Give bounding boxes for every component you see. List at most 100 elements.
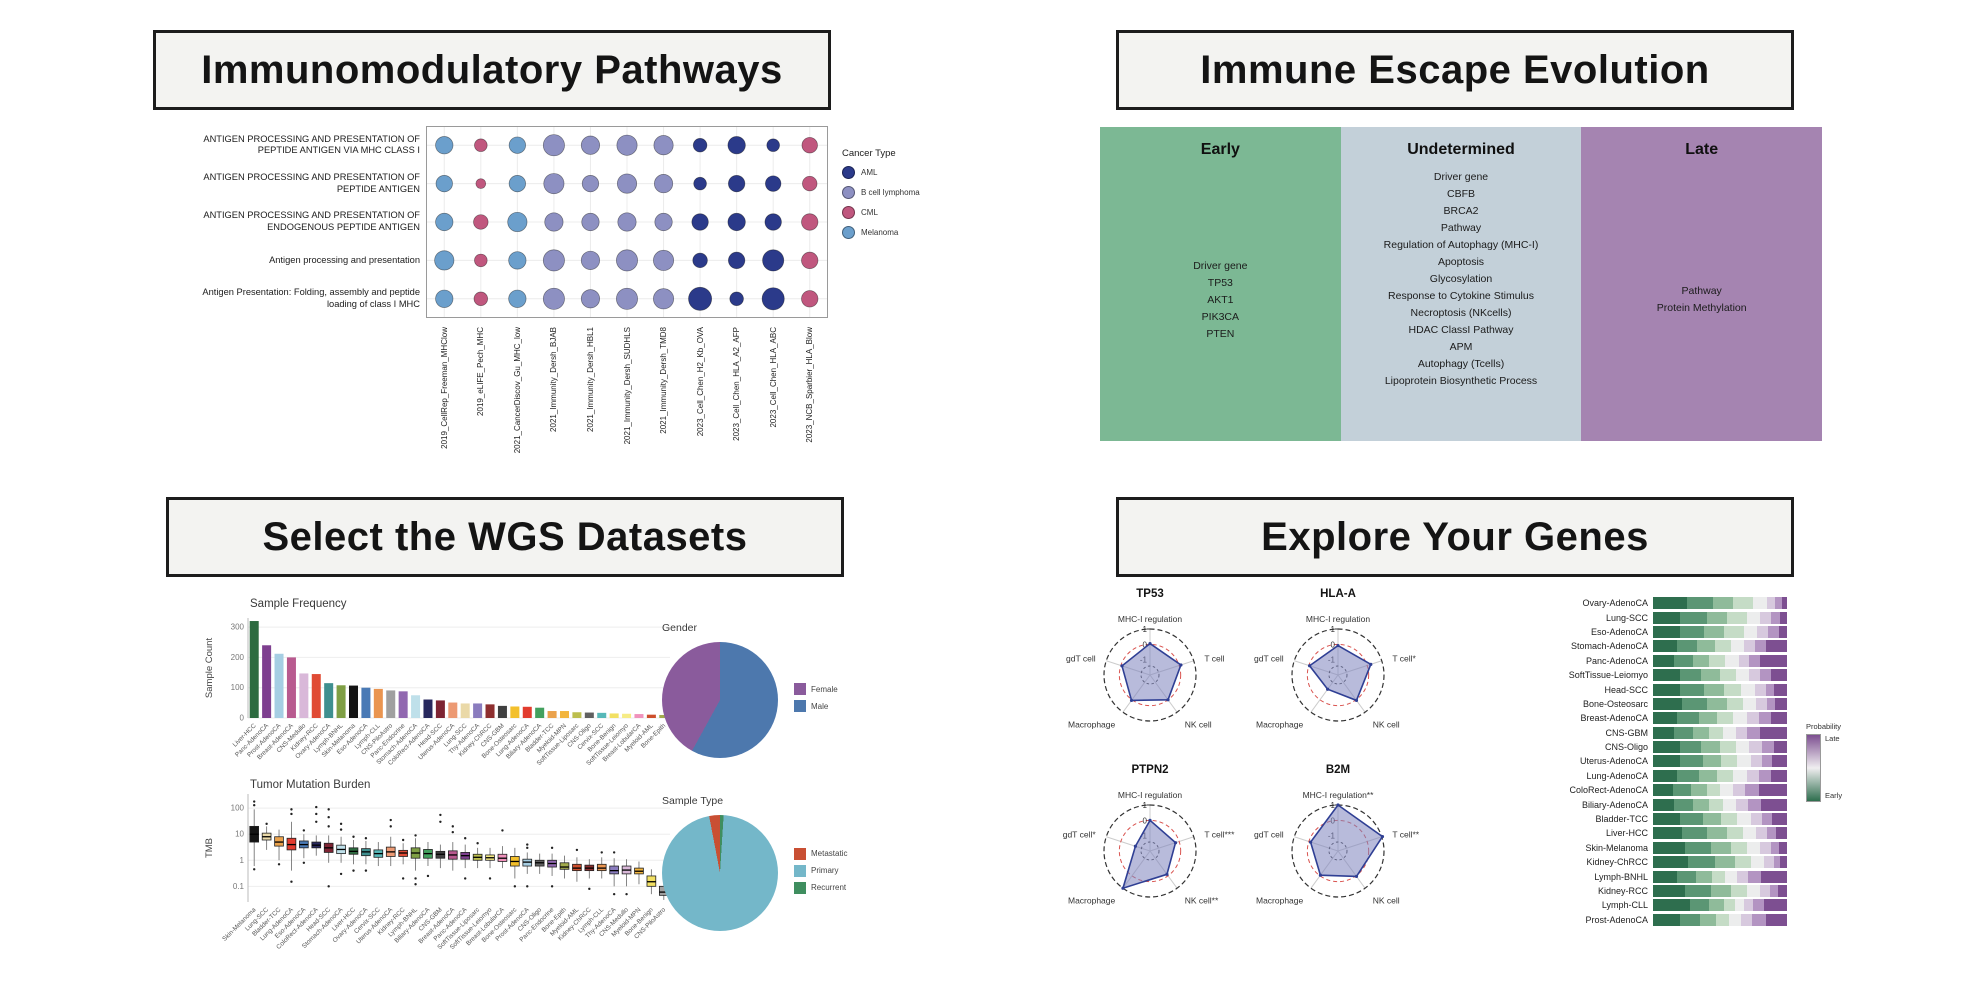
outlier-dot bbox=[265, 822, 268, 826]
dot bbox=[508, 289, 527, 308]
dotplot-col-label-cell: 2019_eLIFE_Pech_MHC bbox=[463, 323, 500, 475]
stacked-row-bar bbox=[1653, 827, 1787, 840]
escape-column-early: Early Driver gene TP53 AKT1 PIK3CA PTEN bbox=[1100, 127, 1341, 441]
escape-list-item: PTEN bbox=[1206, 327, 1235, 340]
legend-item: AML bbox=[842, 166, 972, 179]
outlier-dot bbox=[476, 842, 479, 845]
stacked-row-label: Lymph-CLL bbox=[1601, 900, 1648, 911]
y-tick-label: 1 bbox=[240, 856, 245, 865]
stacked-row: Ovary-AdenoCA bbox=[1524, 596, 1787, 610]
stacked-segment bbox=[1653, 913, 1680, 926]
legend-label: Female bbox=[811, 684, 838, 694]
stacked-segment bbox=[1761, 798, 1787, 811]
dot bbox=[728, 251, 746, 269]
stacked-segment bbox=[1760, 654, 1787, 667]
stacked-segment bbox=[1774, 697, 1787, 710]
stacked-segment bbox=[1682, 697, 1707, 710]
stacked-segment bbox=[1653, 597, 1687, 610]
stacked-row-label: CNS-GBM bbox=[1605, 727, 1649, 738]
bar bbox=[411, 695, 421, 718]
dotplot-col-label-cell: 2021_Immunity_Dersh_TMD8 bbox=[645, 323, 682, 475]
stacked-row-bar bbox=[1653, 741, 1787, 754]
escape-list-item: APM bbox=[1449, 341, 1473, 353]
dot bbox=[688, 286, 713, 311]
stacked-segment bbox=[1679, 755, 1703, 768]
radial-tick-label: 1 bbox=[1143, 625, 1148, 634]
stacked-segment bbox=[1719, 669, 1737, 682]
bar bbox=[311, 674, 321, 718]
radar-title: PTPN2 bbox=[1131, 764, 1169, 776]
explore-your-genes-button[interactable]: Explore Your Genes bbox=[1116, 497, 1794, 577]
stacked-segment bbox=[1703, 683, 1724, 696]
stacked-segment bbox=[1745, 784, 1759, 797]
bar bbox=[535, 707, 545, 718]
stacked-row-label: Liver-HCC bbox=[1605, 828, 1648, 839]
dotplot-col-label: 2021_Immunity_Dersh_TMD8 bbox=[659, 327, 669, 434]
stacked-segment bbox=[1749, 654, 1761, 667]
outlier-dot bbox=[327, 825, 330, 828]
radar-vertex bbox=[1354, 874, 1359, 879]
stacked-segment bbox=[1746, 841, 1761, 854]
outlier-dot bbox=[290, 880, 293, 883]
radar-vertex bbox=[1148, 641, 1152, 646]
dotplot-col-label: 2023_Cell_Chen_H2_Kb_OVA bbox=[695, 327, 705, 437]
select-wgs-datasets-button[interactable]: Select the WGS Datasets bbox=[166, 497, 844, 577]
escape-list-item: Regulation of Autophagy (MHC-I) bbox=[1383, 239, 1539, 251]
stacked-segment bbox=[1717, 769, 1734, 782]
stacked-segment bbox=[1653, 697, 1683, 710]
dot bbox=[766, 138, 780, 152]
dot bbox=[542, 134, 565, 157]
outlier-dot bbox=[253, 868, 256, 871]
stacked-segment bbox=[1766, 597, 1775, 610]
escape-column-list: Driver gene TP53 AKT1 PIK3CA PTEN bbox=[1100, 159, 1341, 441]
stacked-segment bbox=[1677, 640, 1698, 653]
stacked-segment bbox=[1677, 712, 1699, 725]
bar bbox=[324, 683, 334, 718]
stacked-segment bbox=[1778, 625, 1787, 638]
stacked-row-label: CNS-Oligo bbox=[1604, 742, 1648, 753]
radar-vertex bbox=[1120, 664, 1124, 668]
stacked-segment bbox=[1746, 611, 1761, 624]
immunomodulatory-pathways-button[interactable]: Immunomodulatory Pathways bbox=[153, 30, 831, 110]
stacked-row: Breast-AdenoCA bbox=[1524, 711, 1787, 725]
bar bbox=[622, 713, 632, 718]
dotplot-col-label-cell: 2019_CellRep_Freeman_MHClow bbox=[426, 323, 463, 475]
stacked-segment bbox=[1679, 741, 1702, 754]
box bbox=[559, 862, 570, 870]
stacked-segment bbox=[1709, 654, 1726, 667]
outlier-dot bbox=[550, 885, 554, 888]
bar bbox=[361, 687, 371, 718]
escape-column-late: Late Pathway Protein Methylation bbox=[1581, 127, 1823, 441]
dot bbox=[765, 175, 782, 192]
outlier-dot bbox=[364, 869, 368, 872]
radar-polygon bbox=[1121, 642, 1182, 702]
escape-list-item: AKT1 bbox=[1207, 293, 1234, 306]
dotplot-col-label: 2019_CellRep_Freeman_MHClow bbox=[439, 327, 449, 449]
stacked-segment bbox=[1770, 669, 1787, 682]
legend-swatch-icon bbox=[794, 683, 806, 695]
pie-title: Sample Type bbox=[662, 795, 724, 807]
radar-title: HLA-A bbox=[1320, 588, 1356, 600]
radar-polygon bbox=[1309, 803, 1384, 878]
dot bbox=[653, 288, 675, 310]
bar bbox=[597, 712, 607, 718]
bar bbox=[336, 685, 346, 718]
stacked-segment bbox=[1698, 769, 1718, 782]
stacked-segment bbox=[1730, 885, 1747, 897]
stacked-row-bar bbox=[1653, 640, 1787, 653]
stacked-segment bbox=[1653, 712, 1678, 725]
outlier-dot bbox=[464, 837, 467, 840]
outlier-dot bbox=[253, 800, 256, 803]
probability-legend-labels: Late Early bbox=[1825, 734, 1842, 800]
immune-escape-evolution-button[interactable]: Immune Escape Evolution bbox=[1116, 30, 1794, 110]
stacked-segment bbox=[1685, 885, 1711, 897]
stacked-row: Bladder-TCC bbox=[1524, 812, 1787, 826]
dotplot-plot-column: 2019_CellRep_Freeman_MHClow 2019_eLIFE_Pe… bbox=[426, 126, 828, 475]
legend-item: Recurrent bbox=[794, 881, 847, 894]
bar bbox=[386, 690, 396, 718]
stacked-segment bbox=[1773, 741, 1787, 754]
stacked-segment bbox=[1653, 813, 1680, 826]
pie-circle bbox=[662, 815, 778, 931]
dot bbox=[542, 287, 565, 310]
